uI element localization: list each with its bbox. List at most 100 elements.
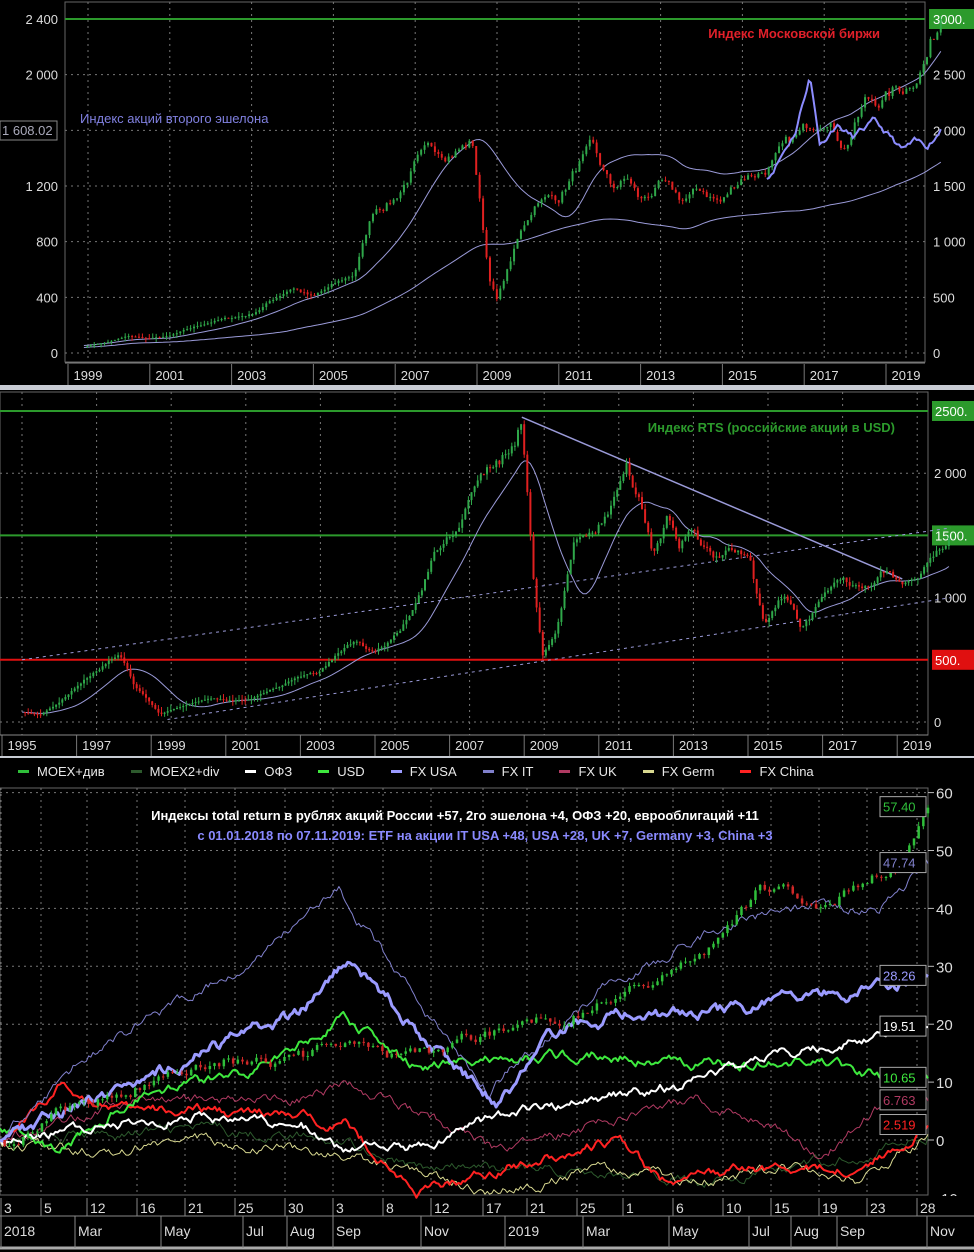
candle-body: [203, 699, 206, 701]
legend-item[interactable]: FX USA: [390, 764, 457, 779]
candle-body: [272, 299, 275, 302]
candle-body: [166, 1072, 170, 1077]
candle-body: [777, 886, 781, 890]
candle-body: [117, 338, 120, 340]
candle-body: [132, 676, 135, 685]
candle-body: [362, 1041, 365, 1043]
candle-body: [632, 984, 636, 987]
candle-body: [884, 91, 887, 101]
x-axis-area: [0, 1196, 974, 1252]
legend-swatch: [130, 770, 142, 773]
end-value-label: 28.26: [883, 968, 916, 983]
legend-item[interactable]: ОФЗ: [245, 764, 292, 779]
candle-body: [612, 183, 615, 189]
candle-body: [836, 580, 839, 583]
level-label: 1500.: [935, 528, 968, 543]
candle-body: [303, 292, 306, 294]
end-value-box: [879, 1114, 927, 1136]
candle-body: [822, 128, 825, 130]
candle-body: [898, 579, 901, 582]
candle-body: [446, 1047, 449, 1053]
candle-body: [371, 1045, 375, 1047]
candle-body: [743, 179, 746, 181]
candle-body: [454, 151, 457, 158]
candle-body: [778, 146, 781, 153]
x-tick-label-month: 2018: [4, 1223, 35, 1239]
candle-body: [42, 712, 45, 715]
candle-body: [83, 679, 86, 684]
x-tick-label: 2015: [728, 368, 757, 383]
legend-item[interactable]: FX UK: [559, 764, 617, 779]
candle-body: [416, 154, 419, 162]
right-tick-label: 2 500: [933, 68, 966, 83]
candle-body: [737, 550, 740, 553]
candle-body: [395, 1053, 398, 1055]
left-tick-label: 800: [36, 235, 58, 250]
candle-body: [157, 708, 160, 713]
candle-body: [399, 630, 402, 633]
candle-body: [216, 698, 219, 700]
candle-body: [285, 291, 288, 294]
candle-body: [236, 1059, 240, 1064]
candle-body: [361, 243, 364, 257]
candle-body: [312, 673, 315, 675]
candle-body: [231, 700, 234, 702]
candle-body: [161, 1076, 165, 1078]
legend-item[interactable]: FX China: [740, 764, 814, 779]
candle-body: [182, 329, 185, 332]
candle-body: [137, 336, 140, 338]
candle-body: [712, 196, 715, 199]
legend-item[interactable]: MOEX+див: [18, 764, 105, 779]
candle-body: [628, 462, 631, 476]
candle-body: [471, 140, 474, 146]
candle-body: [796, 609, 799, 619]
candle-body: [730, 924, 734, 926]
legend-swatch: [318, 770, 330, 773]
candle-body: [334, 655, 337, 661]
candle-body: [469, 1035, 473, 1040]
candle-body: [180, 1072, 184, 1074]
candle-body: [691, 189, 694, 195]
candle-body: [126, 662, 129, 669]
level-label: 3000.: [933, 12, 966, 27]
candle-body: [141, 336, 144, 338]
panel-divider[interactable]: [0, 756, 974, 759]
candle-body: [376, 1045, 379, 1047]
legend-item[interactable]: FX IT: [482, 764, 533, 779]
candle-body: [309, 673, 312, 675]
candle-body: [86, 345, 89, 347]
x-tick-label-day: 8: [386, 1200, 394, 1216]
candle-body: [417, 595, 420, 603]
candle-body: [791, 886, 795, 894]
x-tick-label: 2003: [306, 738, 335, 753]
legend-item[interactable]: FX Germ: [642, 764, 714, 779]
candle-body: [867, 586, 870, 588]
candle-body: [134, 336, 137, 338]
candle-body: [348, 1041, 351, 1044]
legend: MOEX+див MOEX2+div ОФЗ USD FX USA FX IT FX UK F…: [18, 764, 840, 779]
candle-body: [265, 303, 268, 308]
x-tick-label-day: 3: [336, 1200, 344, 1216]
candle-body: [436, 550, 439, 552]
candle-body: [502, 1028, 505, 1032]
x-tick-label: 2011: [565, 368, 593, 383]
x-tick-label: 2007: [455, 738, 484, 753]
end-value-box: [879, 1089, 927, 1111]
legend-item[interactable]: MOEX2+div: [130, 764, 219, 779]
candle-body: [203, 324, 206, 326]
candle-body: [889, 869, 892, 878]
candle-body: [502, 280, 505, 289]
candle-body: [633, 183, 636, 189]
candle-body: [591, 532, 594, 534]
candle-body: [30, 713, 33, 715]
end-value-box: [879, 852, 927, 874]
candle-body: [684, 961, 687, 963]
candle-body: [771, 611, 774, 619]
candle-body: [313, 295, 316, 297]
candle-body: [554, 195, 557, 201]
candle-body: [33, 713, 36, 715]
candle-body: [476, 480, 479, 487]
candle-body: [61, 699, 64, 703]
legend-item[interactable]: USD: [318, 764, 365, 779]
panel-divider[interactable]: [0, 385, 974, 390]
